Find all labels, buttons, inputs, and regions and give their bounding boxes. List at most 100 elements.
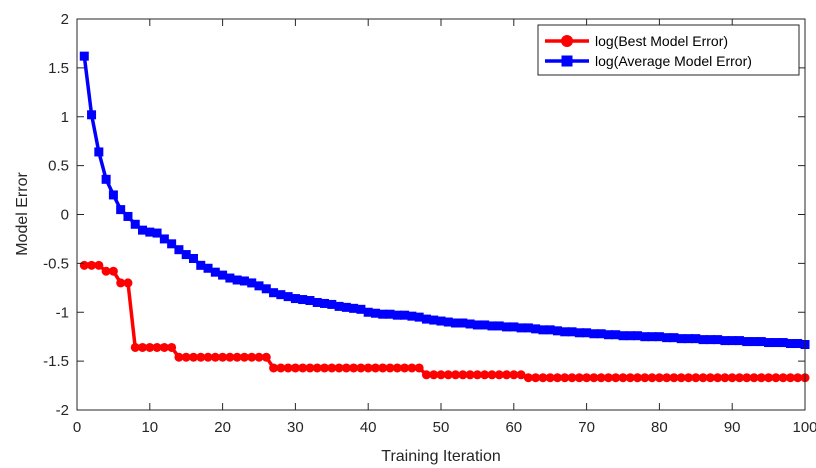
data-point bbox=[123, 278, 133, 288]
data-point bbox=[429, 315, 439, 325]
data-point bbox=[225, 273, 235, 283]
data-point bbox=[531, 324, 541, 334]
data-point bbox=[145, 227, 155, 237]
x-tick-label: 20 bbox=[214, 419, 231, 436]
data-point bbox=[756, 337, 766, 347]
data-point bbox=[407, 311, 417, 321]
legend-item-0: log(Best Model Error) bbox=[545, 33, 728, 49]
data-point bbox=[188, 253, 198, 263]
data-point bbox=[196, 260, 206, 270]
data-point bbox=[552, 326, 562, 336]
data-point bbox=[552, 373, 562, 383]
data-point bbox=[145, 342, 155, 352]
data-point bbox=[676, 373, 686, 383]
data-point bbox=[421, 370, 431, 380]
data-point bbox=[611, 373, 621, 383]
series-0 bbox=[79, 260, 810, 383]
data-point bbox=[582, 373, 592, 383]
data-point bbox=[465, 319, 475, 329]
data-point bbox=[363, 307, 373, 317]
data-point bbox=[210, 352, 220, 362]
data-point bbox=[494, 321, 504, 331]
data-point bbox=[356, 363, 366, 373]
data-point bbox=[698, 373, 708, 383]
data-point bbox=[567, 373, 577, 383]
data-point bbox=[662, 373, 672, 383]
data-point bbox=[138, 225, 148, 235]
data-point bbox=[451, 318, 461, 328]
data-point bbox=[276, 363, 286, 373]
x-tick-label: 50 bbox=[433, 419, 450, 436]
data-point bbox=[400, 310, 410, 320]
data-point bbox=[785, 339, 795, 349]
data-point bbox=[545, 325, 555, 335]
x-axis-title: Training Iteration bbox=[381, 448, 500, 465]
data-point bbox=[618, 331, 628, 341]
data-point bbox=[545, 373, 555, 383]
data-point bbox=[414, 312, 424, 322]
data-point bbox=[669, 333, 679, 343]
data-point bbox=[327, 299, 337, 309]
data-point bbox=[356, 304, 366, 314]
data-point bbox=[793, 339, 803, 349]
x-tick-label: 100 bbox=[792, 419, 816, 436]
x-tick-label: 80 bbox=[651, 419, 668, 436]
data-point bbox=[385, 363, 395, 373]
data-point bbox=[298, 363, 308, 373]
legend-marker bbox=[561, 35, 573, 47]
data-point bbox=[647, 332, 657, 342]
data-point bbox=[159, 342, 169, 352]
data-point bbox=[523, 323, 533, 333]
data-point bbox=[764, 373, 774, 383]
data-point bbox=[370, 363, 380, 373]
y-tick-label: -2 bbox=[56, 402, 69, 419]
data-point bbox=[509, 322, 519, 332]
data-point bbox=[210, 267, 220, 277]
data-point bbox=[778, 373, 788, 383]
data-point bbox=[691, 373, 701, 383]
data-point bbox=[269, 288, 279, 298]
data-point bbox=[181, 250, 191, 260]
x-tick-label: 60 bbox=[505, 419, 522, 436]
data-point bbox=[349, 363, 359, 373]
data-point bbox=[108, 266, 118, 276]
data-point bbox=[203, 263, 213, 273]
data-point bbox=[283, 292, 293, 302]
data-point bbox=[123, 211, 133, 221]
data-point bbox=[487, 321, 497, 331]
data-point bbox=[538, 373, 548, 383]
data-point bbox=[203, 352, 213, 362]
data-point bbox=[560, 327, 570, 337]
data-point bbox=[691, 334, 701, 344]
data-point bbox=[582, 328, 592, 338]
data-point bbox=[152, 228, 162, 238]
data-point bbox=[261, 284, 271, 294]
data-point bbox=[101, 174, 111, 184]
data-point bbox=[254, 281, 264, 291]
data-point bbox=[734, 373, 744, 383]
y-tick-label: -1.5 bbox=[43, 353, 69, 370]
data-point bbox=[771, 373, 781, 383]
data-point bbox=[196, 352, 206, 362]
legend: log(Best Model Error) log(Average Model E… bbox=[537, 24, 800, 76]
data-point bbox=[363, 363, 373, 373]
data-point bbox=[239, 352, 249, 362]
data-point bbox=[414, 363, 424, 373]
data-point bbox=[698, 335, 708, 345]
data-point bbox=[560, 373, 570, 383]
data-point bbox=[436, 370, 446, 380]
data-point bbox=[443, 370, 453, 380]
data-point bbox=[232, 275, 242, 285]
data-point bbox=[458, 370, 468, 380]
data-point bbox=[654, 332, 664, 342]
data-point bbox=[349, 303, 359, 313]
data-point bbox=[429, 370, 439, 380]
data-point bbox=[276, 290, 286, 300]
x-tick-label: 0 bbox=[73, 419, 81, 436]
data-point bbox=[290, 363, 300, 373]
data-point bbox=[727, 373, 737, 383]
data-point bbox=[443, 317, 453, 327]
data-point bbox=[480, 320, 490, 330]
data-point bbox=[633, 373, 643, 383]
